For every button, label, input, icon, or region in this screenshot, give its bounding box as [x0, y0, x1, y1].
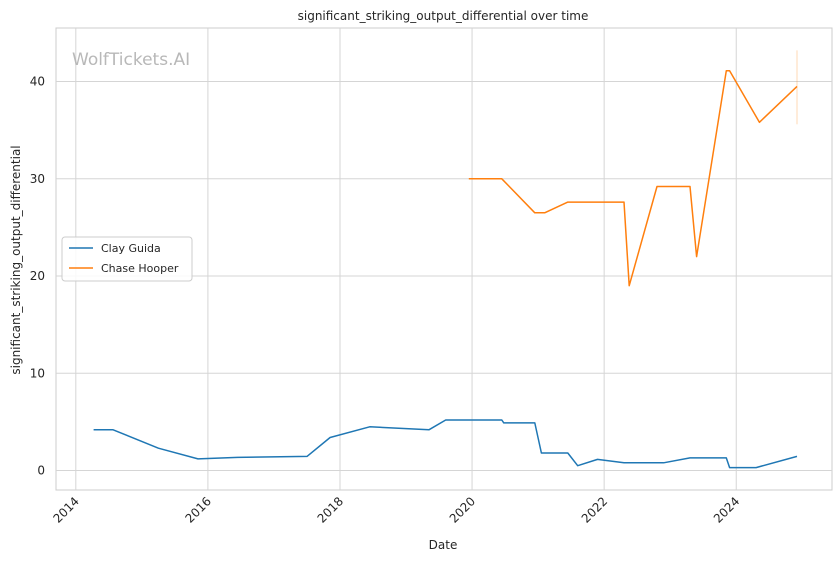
x-tick-label: 2014	[50, 494, 81, 525]
y-tick-label: 40	[30, 74, 45, 88]
y-axis-ticks: 0 10 20 30 40	[30, 74, 45, 477]
x-tick-label: 2024	[711, 494, 742, 525]
x-tick-label: 2020	[447, 494, 478, 525]
y-axis-label: significant_striking_output_differential	[9, 145, 23, 374]
chart-title: significant_striking_output_differential…	[298, 9, 589, 23]
series-line-clay-guida	[93, 419, 798, 469]
legend-box	[61, 236, 193, 282]
x-axis-label: Date	[429, 538, 458, 552]
x-axis-ticks: 2014 2016 2018 2020 2022 2024	[50, 494, 742, 525]
watermark-text: WolfTickets.AI	[72, 50, 190, 70]
legend-label-clay-guida: Clay Guida	[101, 242, 161, 255]
x-tick-label: 2018	[315, 494, 346, 525]
series-line-chase-hooper	[468, 70, 798, 287]
y-tick-label: 20	[30, 269, 45, 283]
y-tick-label: 0	[37, 464, 45, 478]
y-tick-label: 30	[30, 172, 45, 186]
y-tick-label: 10	[30, 366, 45, 380]
legend-label-chase-hooper: Chase Hooper	[101, 262, 179, 275]
x-tick-label: 2022	[579, 494, 610, 525]
x-tick-label: 2016	[183, 494, 214, 525]
series-layer	[93, 50, 798, 469]
legend: Clay Guida Chase Hooper	[61, 236, 193, 282]
